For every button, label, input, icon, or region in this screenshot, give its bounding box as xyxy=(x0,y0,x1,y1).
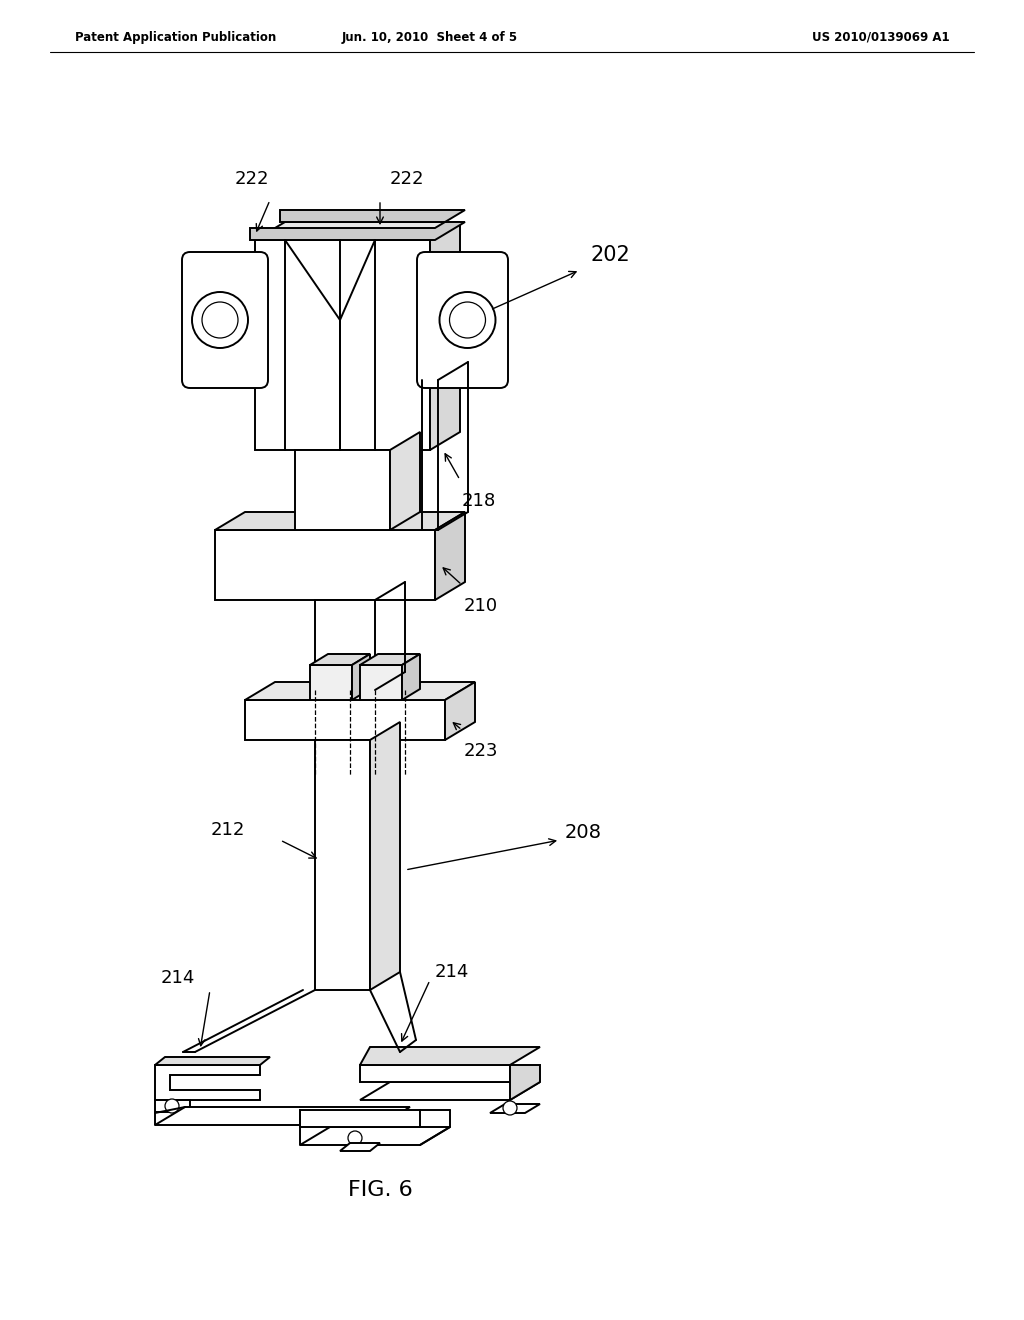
Polygon shape xyxy=(300,1110,420,1127)
Text: 222: 222 xyxy=(390,170,425,187)
Circle shape xyxy=(503,1101,517,1115)
Polygon shape xyxy=(510,1065,540,1100)
Circle shape xyxy=(193,292,248,348)
Text: 214: 214 xyxy=(161,969,195,987)
Polygon shape xyxy=(255,222,460,240)
FancyBboxPatch shape xyxy=(417,252,508,388)
Polygon shape xyxy=(370,722,400,990)
Polygon shape xyxy=(315,601,375,690)
Polygon shape xyxy=(360,1082,540,1100)
Polygon shape xyxy=(430,222,460,450)
Text: US 2010/0139069 A1: US 2010/0139069 A1 xyxy=(812,30,950,44)
FancyBboxPatch shape xyxy=(182,252,268,388)
Polygon shape xyxy=(255,240,430,450)
Polygon shape xyxy=(155,1100,190,1111)
Text: 208: 208 xyxy=(565,822,602,842)
Polygon shape xyxy=(250,210,465,240)
Text: 202: 202 xyxy=(590,246,630,265)
Text: 222: 222 xyxy=(234,170,269,187)
Circle shape xyxy=(202,302,238,338)
Polygon shape xyxy=(155,1065,260,1100)
Text: Patent Application Publication: Patent Application Publication xyxy=(75,30,276,44)
Polygon shape xyxy=(360,665,402,700)
Polygon shape xyxy=(245,682,475,700)
Text: 214: 214 xyxy=(435,964,469,981)
Text: FIG. 6: FIG. 6 xyxy=(347,1180,413,1200)
Polygon shape xyxy=(155,1057,270,1065)
Polygon shape xyxy=(360,1047,540,1065)
Polygon shape xyxy=(215,531,435,601)
Polygon shape xyxy=(215,512,465,531)
Polygon shape xyxy=(352,653,370,700)
Polygon shape xyxy=(390,432,420,531)
Circle shape xyxy=(165,1100,179,1113)
Circle shape xyxy=(348,1131,362,1144)
Polygon shape xyxy=(300,1127,450,1144)
Text: 212: 212 xyxy=(211,821,245,840)
Polygon shape xyxy=(435,512,465,601)
Polygon shape xyxy=(295,450,390,531)
Polygon shape xyxy=(315,741,370,990)
Polygon shape xyxy=(490,1104,540,1113)
Polygon shape xyxy=(340,1143,380,1151)
Polygon shape xyxy=(360,653,420,665)
Polygon shape xyxy=(360,1065,510,1082)
Polygon shape xyxy=(245,700,445,741)
Circle shape xyxy=(450,302,485,338)
Polygon shape xyxy=(310,653,370,665)
Polygon shape xyxy=(155,1107,410,1125)
Polygon shape xyxy=(402,653,420,700)
Polygon shape xyxy=(310,665,352,700)
Text: 210: 210 xyxy=(464,597,498,615)
Text: 218: 218 xyxy=(462,492,497,510)
Circle shape xyxy=(439,292,496,348)
Text: Jun. 10, 2010  Sheet 4 of 5: Jun. 10, 2010 Sheet 4 of 5 xyxy=(342,30,518,44)
Polygon shape xyxy=(445,682,475,741)
Text: 223: 223 xyxy=(464,742,499,760)
